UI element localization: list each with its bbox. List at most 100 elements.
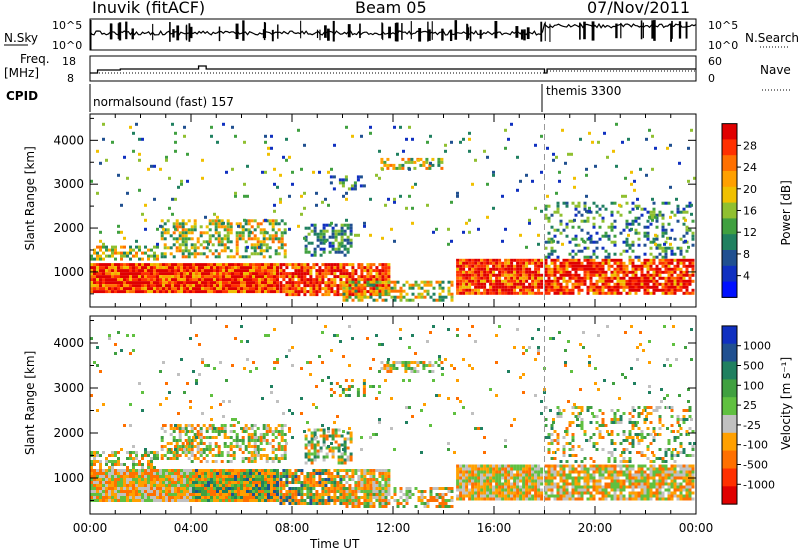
power-echo-cell	[658, 210, 662, 214]
velocity-echo-cell	[276, 481, 279, 484]
velocity-echo-cell	[264, 472, 267, 475]
power-echo-cell	[135, 245, 138, 249]
power-echo-cell	[342, 269, 346, 273]
velocity-echo-cell	[310, 458, 314, 462]
velocity-echo-cell	[129, 454, 132, 457]
velocity-echo-cell	[390, 496, 394, 499]
power-echo-cell	[489, 261, 493, 265]
power-echo-cell	[444, 149, 447, 153]
power-echo-cell	[384, 286, 388, 290]
power-echo-cell	[336, 290, 340, 294]
power-echo-cell	[540, 258, 544, 262]
velocity-echo-cell	[420, 499, 424, 502]
power-echo-cell	[273, 272, 276, 276]
power-echo-cell	[628, 243, 632, 247]
velocity-echo-cell	[178, 424, 182, 427]
velocity-echo-cell	[175, 442, 179, 445]
power-echo-cell	[141, 269, 144, 273]
power-echo-cell	[207, 278, 210, 282]
power-echo-cell	[577, 204, 581, 208]
power-echo-cell	[637, 255, 641, 259]
velocity-echo-cell	[216, 478, 219, 481]
power-echo-cell	[258, 245, 261, 249]
power-echo-cell	[685, 279, 689, 283]
power-echo-cell	[190, 237, 194, 241]
velocity-echo-cell	[249, 490, 252, 493]
velocity-echo-cell	[285, 490, 289, 493]
velocity-echo-cell	[343, 437, 347, 441]
velocity-echo-cell	[204, 496, 207, 499]
velocity-echo-cell	[345, 472, 349, 475]
power-echo-cell	[474, 282, 478, 286]
power-echo-cell	[465, 221, 468, 225]
power-echo-cell	[537, 291, 541, 295]
power-echo-cell	[387, 263, 391, 267]
power-echo-cell	[303, 284, 307, 288]
power-echo-cell	[184, 240, 188, 244]
power-echo-cell	[189, 269, 192, 273]
velocity-echo-cell	[210, 478, 213, 481]
power-echo-cell	[132, 131, 135, 135]
power-echo-cell	[513, 288, 517, 292]
power-echo-cell	[207, 290, 210, 294]
power-echo-cell	[201, 263, 204, 267]
power-echo-cell	[553, 261, 557, 265]
power-echo-cell	[220, 225, 224, 229]
power-echo-cell	[332, 175, 336, 179]
power-echo-cell	[199, 234, 203, 238]
power-echo-cell	[111, 140, 114, 144]
velocity-echo-cell	[208, 442, 212, 445]
velocity-echo-cell	[316, 452, 320, 456]
power-echo-cell	[504, 276, 508, 280]
power-echo-cell	[225, 281, 228, 285]
velocity-echo-cell	[192, 496, 195, 499]
power-echo-cell	[468, 218, 471, 222]
velocity-echo-cell	[331, 434, 335, 438]
velocity-echo-cell	[378, 490, 382, 493]
velocity-echo-cell	[108, 460, 111, 463]
power-echo-cell	[192, 278, 195, 282]
velocity-echo-cell	[111, 487, 114, 490]
velocity-echo-cell	[96, 499, 99, 502]
velocity-echo-cell	[241, 442, 245, 445]
velocity-echo-cell	[280, 454, 284, 457]
power-echo-cell	[618, 203, 621, 207]
power-echo-cell	[664, 246, 668, 250]
power-echo-cell	[405, 137, 408, 141]
velocity-echo-cell	[141, 484, 144, 487]
power-echo-cell	[240, 287, 243, 291]
power-echo-cell	[195, 290, 198, 294]
power-echo-cell	[595, 204, 599, 208]
power-echo-cell	[181, 255, 185, 259]
velocity-echo-cell	[310, 437, 314, 441]
velocity-echo-cell	[204, 493, 207, 496]
power-echo-cell	[337, 250, 341, 254]
velocity-echo-cell	[256, 436, 260, 439]
power-echo-cell	[649, 213, 653, 217]
power-echo-cell	[462, 288, 466, 292]
power-echo-cell	[93, 257, 96, 261]
power-echo-cell	[321, 200, 324, 204]
power-echo-cell	[258, 287, 261, 291]
power-echo-cell	[592, 291, 596, 295]
velocity-echo-cell	[346, 431, 350, 435]
power-echo-cell	[163, 231, 167, 235]
power-echo-cell	[183, 284, 186, 288]
power-echo-cell	[282, 275, 286, 279]
power-echo-cell	[247, 234, 251, 238]
power-echo-cell	[628, 246, 632, 250]
power-echo-cell	[378, 290, 382, 294]
velocity-echo-cell	[214, 454, 218, 457]
power-echo-cell	[353, 184, 357, 188]
nsky-tick-top: 10^5	[52, 19, 82, 32]
velocity-echo-cell	[99, 469, 102, 472]
power-echo-cell	[153, 254, 156, 258]
power-echo-cell	[138, 269, 141, 273]
velocity-echo-cell	[229, 445, 233, 448]
power-echo-cell	[168, 272, 171, 276]
power-echo-cell	[585, 209, 588, 213]
power-echo-cell	[123, 287, 126, 291]
power-echo-cell	[447, 242, 450, 246]
power-echo-cell	[102, 263, 105, 267]
velocity-echo-cell	[150, 487, 153, 490]
